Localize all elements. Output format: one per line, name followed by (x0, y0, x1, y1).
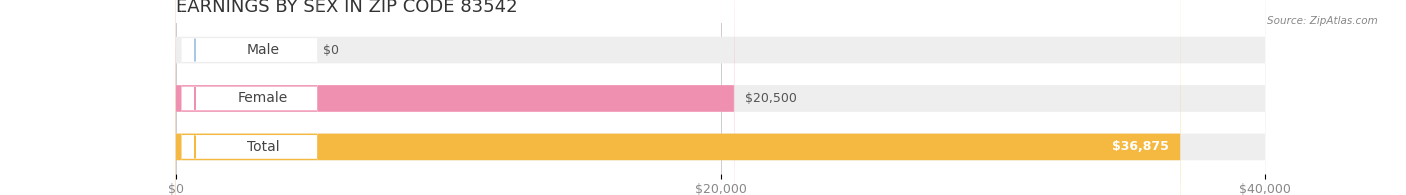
FancyBboxPatch shape (176, 0, 1180, 195)
Text: Total: Total (246, 140, 280, 154)
Text: Source: ZipAtlas.com: Source: ZipAtlas.com (1267, 16, 1378, 26)
Text: Female: Female (238, 91, 288, 105)
Text: EARNINGS BY SEX IN ZIP CODE 83542: EARNINGS BY SEX IN ZIP CODE 83542 (176, 0, 517, 16)
Text: $36,875: $36,875 (1112, 140, 1170, 153)
FancyBboxPatch shape (181, 0, 318, 195)
FancyBboxPatch shape (176, 0, 1265, 195)
Text: $20,500: $20,500 (745, 92, 797, 105)
Text: Male: Male (246, 43, 280, 57)
FancyBboxPatch shape (176, 0, 734, 195)
FancyBboxPatch shape (181, 0, 318, 195)
FancyBboxPatch shape (176, 0, 1265, 195)
FancyBboxPatch shape (176, 0, 1265, 195)
Text: $0: $0 (323, 43, 339, 57)
FancyBboxPatch shape (181, 0, 318, 195)
